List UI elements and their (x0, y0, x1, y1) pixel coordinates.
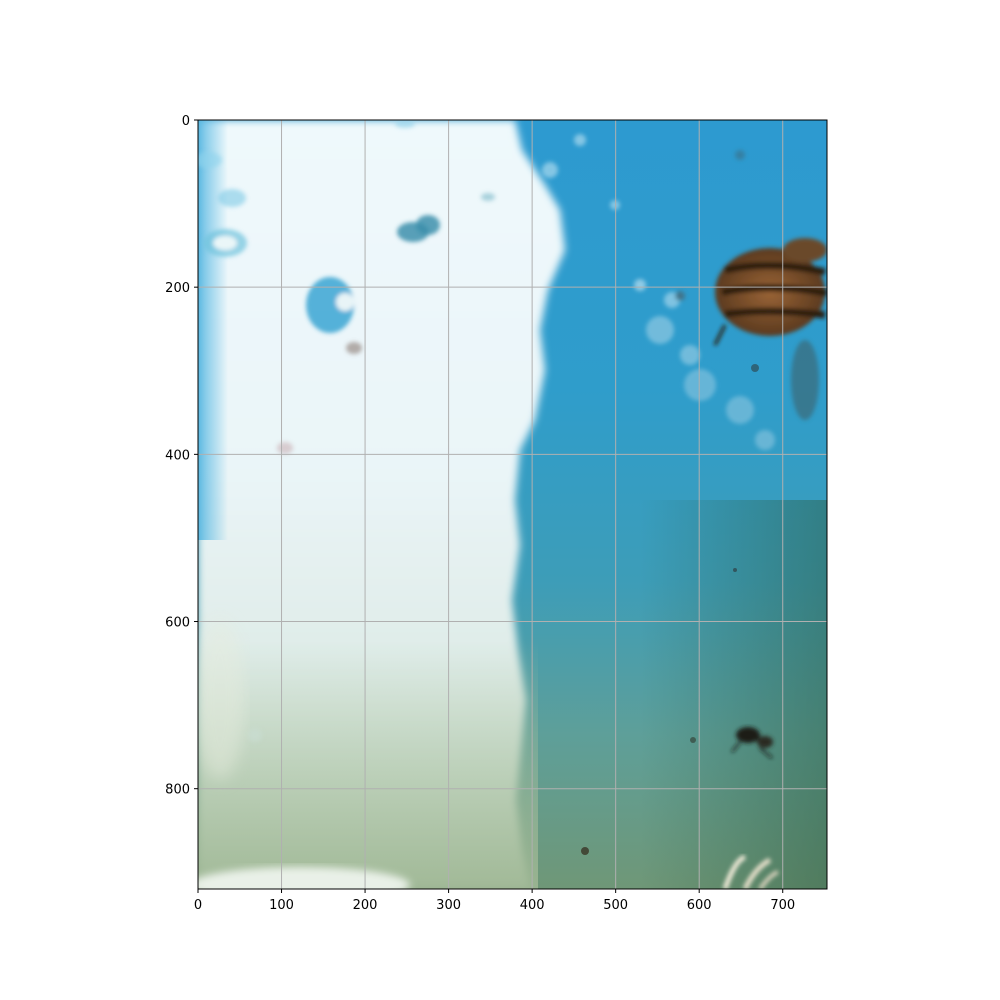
foam-bubbles (542, 134, 775, 450)
x-tick-label: 200 (353, 898, 378, 913)
x-tick-label: 600 (687, 898, 712, 913)
x-tick-label: 700 (770, 898, 795, 913)
y-axis: 0 200 400 600 800 (165, 114, 198, 798)
x-tick-label: 0 (194, 898, 202, 913)
bee-legs-bottom (722, 854, 779, 889)
x-tick-label: 100 (269, 898, 294, 913)
axes-frame (197, 119, 828, 890)
y-tick-label: 0 (182, 114, 190, 129)
x-tick-label: 400 (520, 898, 545, 913)
y-tick-label: 400 (165, 448, 190, 463)
grid-lines (197, 119, 827, 889)
x-tick-label: 500 (603, 898, 628, 913)
photo (198, 120, 827, 889)
y-tick-label: 200 (165, 281, 190, 296)
y-tick-label: 600 (165, 616, 190, 631)
small-insect (731, 727, 773, 759)
x-tick-label: 300 (436, 898, 461, 913)
y-tick-label: 800 (165, 783, 190, 798)
blue-spots (198, 120, 495, 742)
x-axis: 0 100 200 300 400 500 600 700 (194, 889, 795, 913)
bee-top-right (713, 238, 827, 420)
